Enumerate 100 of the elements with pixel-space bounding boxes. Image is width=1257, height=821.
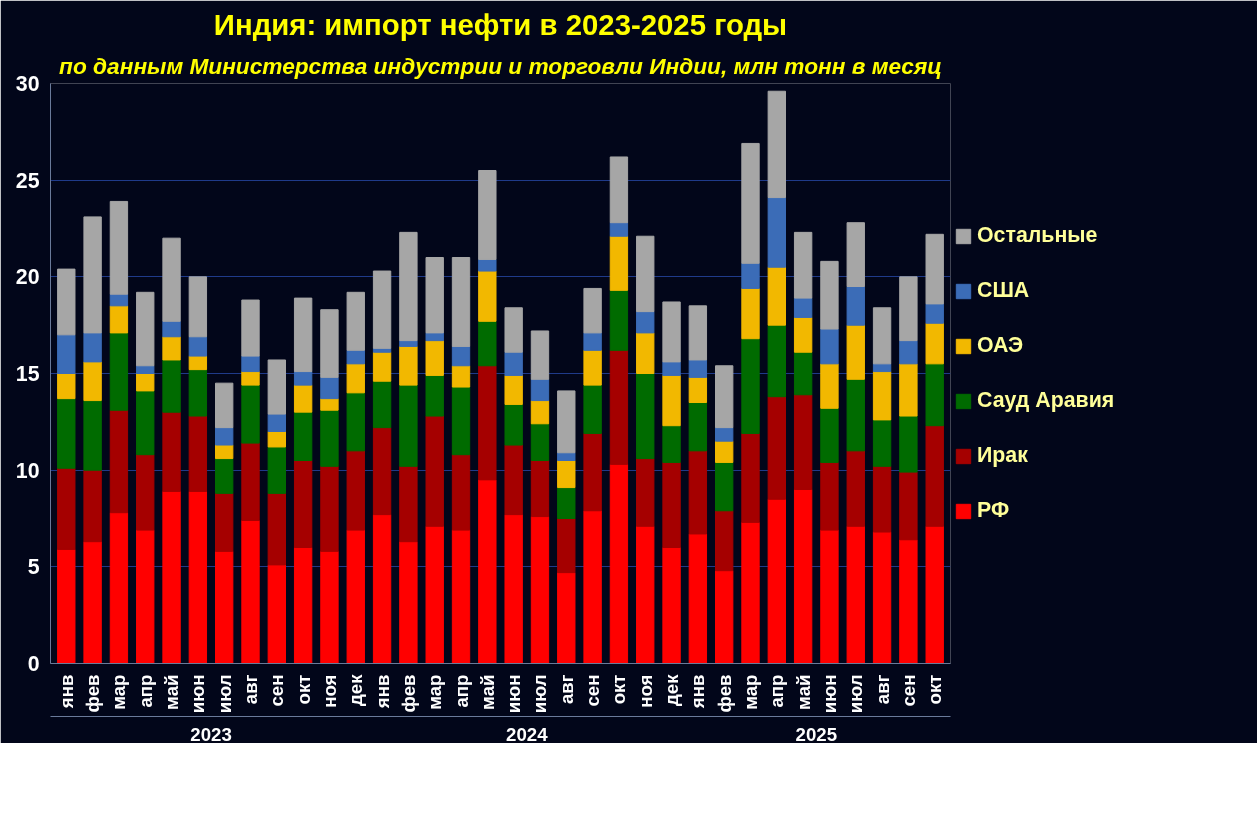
bar: [662, 425, 681, 463]
bar: [530, 330, 550, 380]
bar: [57, 398, 76, 469]
chart-subtitle: по данным Министерства индустрии и торговли Индии, млн тонн в месяц: [59, 52, 942, 79]
bar: [372, 351, 392, 382]
bar: [188, 415, 208, 492]
bar: [636, 235, 655, 313]
bar: [872, 371, 892, 421]
bar: [83, 216, 102, 334]
bar: [793, 489, 813, 664]
bar: [320, 409, 339, 467]
bar: [399, 541, 418, 664]
bar: [925, 363, 944, 427]
bar: [399, 340, 418, 347]
bar: [899, 276, 918, 342]
bar: [241, 519, 260, 664]
bar: [57, 467, 76, 550]
bar: [715, 570, 734, 664]
bar: [820, 328, 839, 365]
bar: [609, 156, 629, 224]
bar: [162, 359, 181, 413]
bar: [609, 349, 629, 465]
bar: [346, 349, 365, 365]
bar: [399, 465, 418, 543]
bar: [425, 257, 444, 334]
bar: [715, 427, 734, 442]
bar: [820, 529, 839, 664]
bar: [715, 365, 734, 429]
bar: [872, 307, 892, 365]
bar: [846, 286, 865, 326]
bar: [793, 231, 813, 299]
bar: [320, 465, 339, 552]
y-tick-label: 30: [15, 72, 40, 96]
x-tick-label: сен: [897, 674, 919, 707]
x-tick-label: сен: [266, 674, 288, 707]
bar: [320, 398, 339, 411]
bar: [136, 390, 155, 456]
bar: [662, 361, 681, 376]
bar: [162, 320, 181, 338]
x-tick-label: фев: [397, 674, 419, 713]
bar: [557, 452, 576, 461]
legend-label: РФ: [977, 498, 1010, 523]
text: 2025: [795, 723, 838, 745]
bar: [451, 454, 471, 531]
y-tick-label: 0: [27, 652, 40, 676]
bar: [320, 376, 339, 400]
bar: [215, 427, 234, 446]
chart-title: Индия: импорт нефти в 2023-2025 годы: [213, 7, 788, 41]
bar: [451, 257, 471, 347]
bar: [872, 363, 892, 373]
bar: [767, 396, 786, 500]
x-tick-label: май: [476, 674, 498, 710]
bar: [609, 235, 629, 291]
bar: [793, 351, 813, 396]
legend-label: Ирак: [977, 443, 1028, 468]
x-tick-label: фев: [82, 674, 104, 713]
bar: [636, 332, 655, 374]
bar: [215, 382, 234, 429]
bar: [504, 374, 523, 405]
bar: [425, 415, 444, 527]
bar: [925, 303, 944, 324]
bar: [715, 461, 734, 512]
bar: [346, 291, 365, 351]
x-tick-label: ноя: [634, 674, 656, 708]
x-tick-label: июн: [187, 674, 209, 714]
bar: [846, 378, 865, 452]
x-tick-label: дек: [345, 673, 367, 707]
bar: [372, 270, 392, 349]
bar: [557, 487, 576, 519]
bar: [267, 492, 286, 566]
bar: [136, 373, 155, 392]
bar: [372, 514, 392, 664]
bar: [636, 373, 655, 460]
bar: [267, 431, 286, 448]
bar: [136, 291, 155, 367]
bar: [372, 380, 392, 429]
x-tick-label: авг: [240, 674, 261, 705]
bar: [688, 359, 708, 378]
bar: [57, 373, 76, 400]
bar: [241, 355, 260, 373]
bar: [688, 533, 708, 664]
x-tick-label: авг: [555, 674, 577, 705]
bar: [478, 170, 497, 260]
bar: [320, 309, 339, 378]
bar: [925, 322, 944, 365]
y-tick-label: 25: [15, 168, 40, 193]
bar: [83, 469, 102, 543]
bar: [215, 492, 234, 552]
bar: [241, 299, 260, 357]
x-tick-label: мар: [108, 674, 130, 710]
bar: [215, 550, 234, 664]
y-tick-label: 10: [15, 458, 40, 483]
bar: [609, 222, 629, 237]
bar: [188, 276, 208, 338]
bar: [872, 465, 892, 533]
bar: [530, 400, 550, 425]
bar: [688, 402, 708, 452]
bar: [793, 297, 813, 318]
bar: [162, 336, 181, 361]
bar: [688, 376, 708, 403]
